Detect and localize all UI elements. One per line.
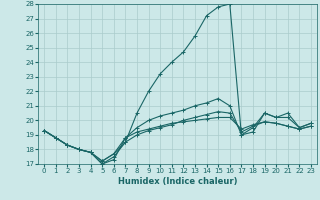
X-axis label: Humidex (Indice chaleur): Humidex (Indice chaleur) <box>118 177 237 186</box>
